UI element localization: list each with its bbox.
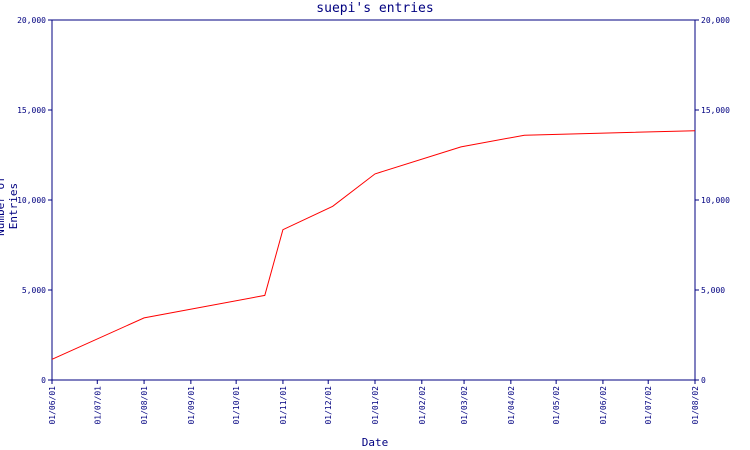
y-tick-label: 10,000 xyxy=(17,196,46,205)
x-tick-label: 01/06/01 xyxy=(48,386,57,425)
x-tick-label: 01/07/01 xyxy=(93,386,102,425)
y-tick-label-right: 0 xyxy=(701,376,706,385)
series-line xyxy=(51,130,696,360)
y-tick-label: 5,000 xyxy=(22,286,46,295)
plot-frame xyxy=(51,19,696,381)
y-tick-label-right: 20,000 xyxy=(701,16,730,25)
x-tick-label: 01/12/01 xyxy=(324,386,333,425)
x-tick-label: 01/02/02 xyxy=(418,386,427,425)
x-tick-label: 01/07/02 xyxy=(644,386,653,425)
x-tick-label: 01/04/02 xyxy=(507,386,516,425)
y-tick-label-right: 15,000 xyxy=(701,106,730,115)
x-tick-label: 01/10/01 xyxy=(232,386,241,425)
x-axis-label: Date xyxy=(361,436,389,449)
x-tick-label: 01/09/01 xyxy=(187,386,196,425)
y-tick-label: 20,000 xyxy=(17,16,46,25)
x-tick-label: 01/11/01 xyxy=(279,386,288,425)
y-tick-label-right: 10,000 xyxy=(701,196,730,205)
chart-title: suepi's entries xyxy=(316,1,434,16)
x-tick-label: 01/08/01 xyxy=(140,386,149,425)
x-tick-label: 01/08/02 xyxy=(691,386,700,425)
y-tick-label: 0 xyxy=(41,376,46,385)
x-tick-label: 01/06/02 xyxy=(599,386,608,425)
y-tick-label: 15,000 xyxy=(17,106,46,115)
x-tick-label: 01/01/02 xyxy=(371,386,380,425)
x-tick-label: 01/03/02 xyxy=(460,386,469,425)
y-tick-label-right: 5,000 xyxy=(701,286,725,295)
x-tick-label: 01/05/02 xyxy=(552,386,561,425)
